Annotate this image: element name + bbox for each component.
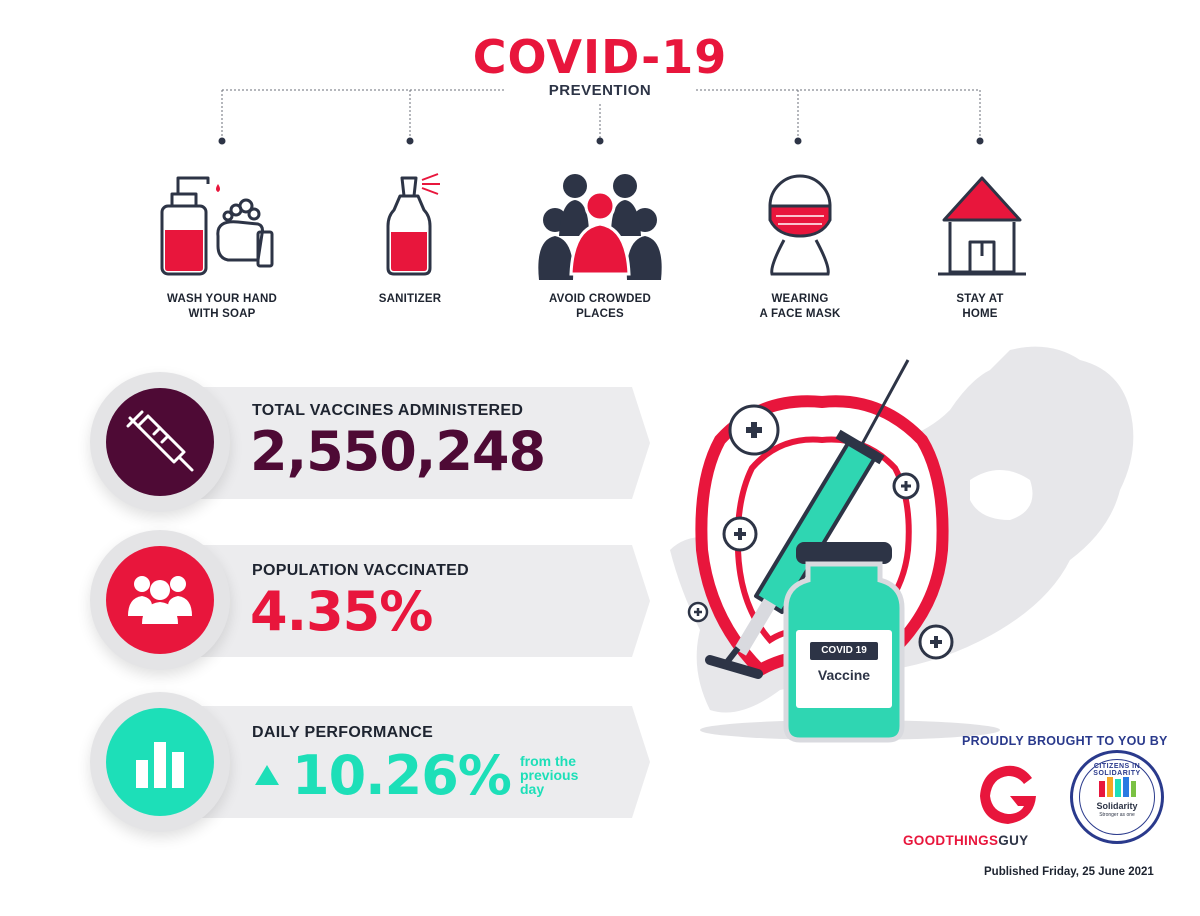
stat-label-daily: DAILY PERFORMANCE bbox=[252, 724, 434, 741]
up-triangle-icon bbox=[255, 765, 279, 785]
syringe-illustration bbox=[705, 359, 910, 679]
vaccine-illustration bbox=[670, 346, 1134, 743]
stat-value-total-vaccines: 2,550,248 bbox=[250, 420, 546, 483]
published-date: Published Friday, 25 June 2021 bbox=[984, 866, 1154, 878]
goodthingsguy-wordmark: GOODTHINGSGUY bbox=[903, 833, 1029, 848]
stat-icon-circle-population bbox=[90, 530, 230, 670]
vial-label-line1: COVID 19 bbox=[821, 645, 867, 656]
people-icon bbox=[128, 576, 192, 624]
plus-badges bbox=[687, 404, 954, 660]
stat-suffix-daily: from the previous day bbox=[520, 753, 579, 797]
syringe-icon bbox=[126, 410, 194, 472]
crowd-icon bbox=[538, 174, 662, 280]
brought-by-text: PROUDLY BROUGHT TO YOU BY bbox=[962, 734, 1168, 748]
stat-value-daily: 10.26% bbox=[292, 744, 512, 807]
sanitizer-icon bbox=[386, 173, 440, 276]
home-icon bbox=[938, 176, 1026, 276]
vaccine-vial bbox=[783, 542, 905, 743]
stat-label-total-vaccines: TOTAL VACCINES ADMINISTERED bbox=[252, 402, 524, 419]
stat-value-population: 4.35% bbox=[250, 580, 433, 643]
stat-icon-circle-daily bbox=[90, 692, 230, 832]
prevention-connector-lines bbox=[218, 89, 984, 145]
page-title: COVID-19 bbox=[472, 30, 728, 84]
page-subtitle: PREVENTION bbox=[548, 82, 652, 99]
stat-label-population: POPULATION VACCINATED bbox=[252, 562, 469, 579]
prevention-label-mask: WEARING A FACE MASK bbox=[759, 293, 841, 320]
face-mask-icon bbox=[768, 174, 832, 276]
prevention-label-sanitizer: SANITIZER bbox=[378, 293, 442, 305]
vial-label-line2: Vaccine bbox=[817, 667, 871, 683]
prevention-label-soap: WASH YOUR HAND WITH SOAP bbox=[167, 293, 277, 320]
goodthingsguy-logo-icon bbox=[980, 765, 1036, 824]
raised-hands-icon bbox=[1099, 777, 1136, 797]
stat-icon-circle-vaccines bbox=[90, 372, 230, 512]
bar-chart-icon bbox=[136, 742, 184, 788]
soap-hands-icon bbox=[160, 176, 274, 276]
prevention-label-crowd: AVOID CROWDED PLACES bbox=[548, 293, 652, 320]
prevention-label-home: STAY AT HOME bbox=[956, 293, 1004, 320]
citizens-in-solidarity-seal: CITIZENS IN SOLIDARITY Solidarity Strong… bbox=[1070, 750, 1164, 844]
